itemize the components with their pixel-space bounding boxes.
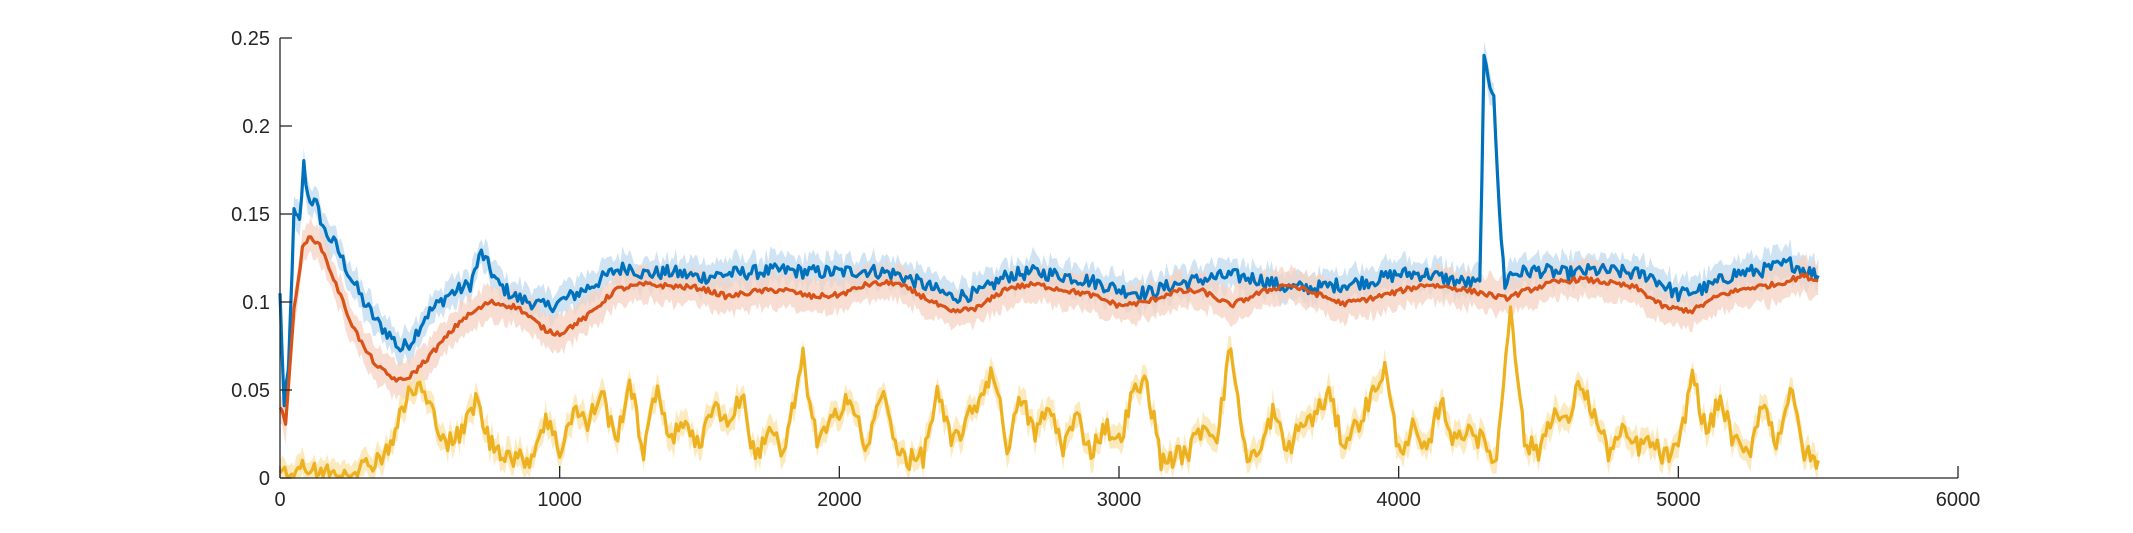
y-tick-label: 0 <box>259 468 270 490</box>
x-tick-label: 4000 <box>1376 489 1421 511</box>
y-tick-label: 0.1 <box>242 292 270 314</box>
x-tick-label: 6000 <box>1936 489 1981 511</box>
y-axis-ticks: 0 0.05 0.1 0.15 0.2 0.25 <box>231 28 292 490</box>
x-tick-label: 0 <box>274 489 285 511</box>
x-tick-label: 2000 <box>817 489 862 511</box>
series-1-line <box>278 53 1820 408</box>
x-tick-label: 1000 <box>537 489 582 511</box>
series-1-band <box>280 41 1819 417</box>
y-tick-label: 0.2 <box>242 116 270 138</box>
x-axis-ticks: 0 1000 2000 3000 4000 5000 6000 <box>274 466 1980 511</box>
y-tick-label: 0.05 <box>231 380 270 402</box>
y-tick-label: 0.25 <box>231 28 270 50</box>
series-2-line <box>278 235 1819 426</box>
series-lines <box>278 53 1820 478</box>
axes <box>279 38 1958 479</box>
series-3-line <box>278 305 1820 478</box>
y-tick-label: 0.15 <box>231 204 270 226</box>
series-3-band <box>280 294 1819 478</box>
x-tick-label: 5000 <box>1656 489 1701 511</box>
x-tick-label: 3000 <box>1097 489 1142 511</box>
